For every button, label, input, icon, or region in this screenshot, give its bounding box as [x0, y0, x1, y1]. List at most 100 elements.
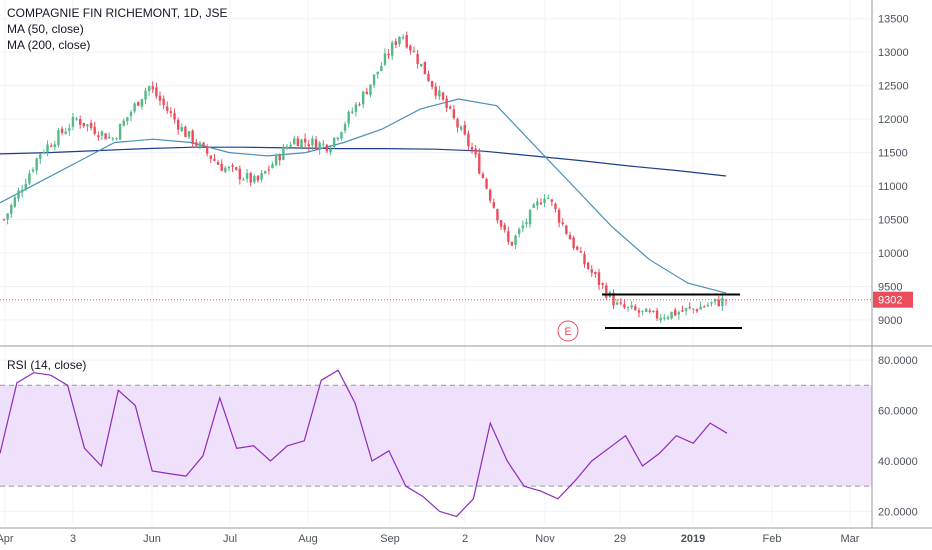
candle-body	[586, 262, 590, 269]
candle-body	[322, 143, 325, 145]
candle	[205, 144, 209, 157]
candle-body	[260, 172, 263, 180]
consolidation-lines	[602, 293, 742, 329]
candle-body	[147, 86, 151, 91]
candle-body	[572, 237, 575, 249]
candle	[641, 310, 644, 316]
time-tick-label: Nov	[535, 533, 555, 545]
candle	[713, 298, 717, 305]
earnings-marker[interactable]: E	[557, 320, 579, 342]
candle-body	[155, 87, 158, 97]
candle	[57, 127, 60, 148]
candle-body	[521, 225, 525, 229]
candle	[213, 153, 216, 162]
price-tick-label: 13000	[878, 47, 909, 59]
candle	[147, 85, 151, 96]
candle	[532, 203, 535, 209]
candle	[601, 282, 604, 289]
candle	[311, 135, 314, 151]
candle-body	[184, 126, 187, 137]
earnings-label: E	[564, 326, 571, 338]
candle	[31, 167, 35, 173]
chart-title: COMPAGNIE FIN RICHEMONT, 1D, JSE	[7, 6, 228, 20]
candle-body	[209, 155, 213, 159]
candle-body	[300, 139, 303, 148]
candle-body	[100, 131, 104, 136]
candle	[459, 125, 463, 132]
candle	[554, 202, 557, 213]
rsi-label: RSI (14, close)	[7, 358, 87, 372]
candle	[191, 129, 194, 148]
time-tick-label: 29	[614, 533, 626, 545]
candle-body	[53, 144, 56, 148]
candle-body	[695, 309, 699, 312]
candle	[394, 38, 398, 48]
rsi-legend: RSI (14, close)	[7, 357, 86, 373]
candle-body	[336, 137, 339, 140]
time-tick-label: Jun	[143, 533, 161, 545]
candle	[231, 163, 234, 172]
candle	[652, 310, 655, 313]
candle-body	[369, 84, 372, 95]
candle-body	[191, 130, 194, 144]
candle-body	[195, 142, 198, 146]
candle-body	[565, 225, 568, 234]
candle-body	[496, 209, 499, 221]
candle-body	[60, 128, 64, 133]
candle-body	[129, 112, 133, 117]
candle	[445, 95, 448, 113]
time-tick-label: Jul	[223, 533, 237, 545]
candle-body	[329, 148, 332, 153]
candle	[619, 298, 622, 306]
candle-body	[314, 139, 318, 150]
candle	[391, 40, 394, 60]
candle-body	[126, 117, 129, 122]
candle	[717, 296, 720, 307]
ma200-path	[0, 146, 727, 177]
candle-body	[354, 104, 358, 112]
candle-body	[78, 119, 82, 125]
candle-body	[579, 251, 583, 253]
candle-body	[140, 99, 144, 107]
candle	[118, 123, 122, 140]
candle-body	[144, 90, 147, 100]
candle-body	[394, 41, 398, 45]
candle	[383, 48, 387, 66]
candle	[615, 298, 619, 306]
candle	[274, 153, 278, 167]
candle	[260, 170, 263, 183]
candle	[539, 198, 543, 206]
candle-body	[235, 167, 238, 170]
candle-body	[253, 176, 256, 183]
candle	[122, 118, 125, 127]
candle-body	[351, 111, 354, 113]
candle	[699, 301, 702, 310]
candle-body	[717, 299, 720, 307]
price-tick-label: 12500	[878, 81, 909, 93]
candle-body	[180, 127, 183, 132]
candle	[351, 107, 354, 115]
candle-body	[380, 65, 383, 72]
candle	[456, 117, 459, 133]
candle-body	[430, 81, 434, 87]
candle-body	[507, 231, 510, 242]
candle	[488, 188, 492, 204]
candle-body	[398, 36, 401, 45]
candle-body	[713, 298, 717, 302]
price-tick-label: 10500	[878, 215, 909, 227]
candle	[111, 136, 115, 142]
candle-body	[71, 116, 75, 127]
candle-body	[387, 53, 390, 56]
candle	[180, 123, 183, 132]
price-tick-label: 11000	[878, 181, 908, 193]
candle	[536, 197, 539, 211]
candle-body	[677, 312, 681, 315]
candle	[525, 218, 528, 228]
time-tick-label: 2019	[681, 533, 705, 545]
candle-body	[670, 311, 673, 319]
time-tick-label: Feb	[763, 533, 782, 545]
candle-body	[423, 61, 427, 75]
candle	[198, 140, 202, 150]
candle	[108, 132, 111, 139]
